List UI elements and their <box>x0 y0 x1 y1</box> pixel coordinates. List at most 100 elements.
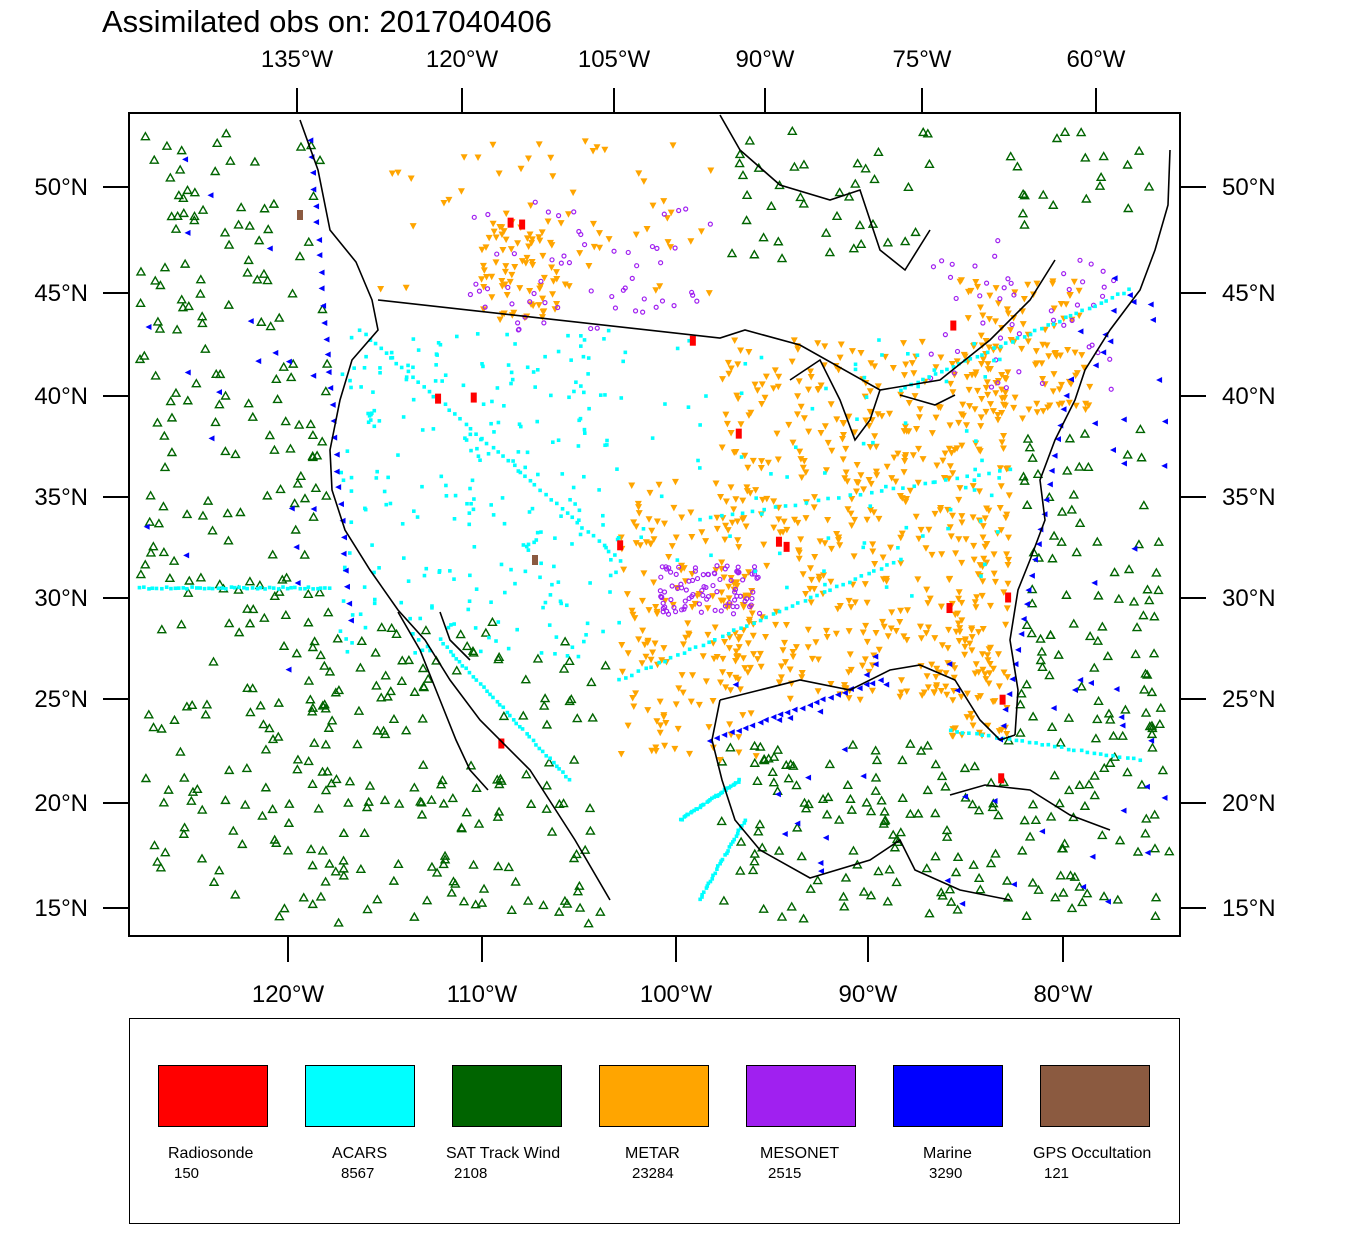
metar-marker <box>771 367 779 374</box>
metar-marker <box>966 403 974 410</box>
metar-marker <box>687 698 695 706</box>
metar-marker <box>963 690 971 698</box>
acars-marker <box>555 501 559 506</box>
acars-marker <box>1122 291 1126 296</box>
sat-track-wind-marker <box>295 470 307 480</box>
metar-marker <box>888 609 896 616</box>
sat-track-wind-marker <box>1109 567 1120 577</box>
metar-marker <box>807 599 815 606</box>
metar-marker <box>649 202 657 210</box>
sat-track-wind-marker <box>1046 721 1058 731</box>
mesonet-marker <box>1101 284 1107 290</box>
sat-track-wind-marker <box>210 416 221 427</box>
metar-marker <box>544 218 552 226</box>
sat-track-wind-marker <box>426 861 438 871</box>
metar-marker <box>820 572 828 579</box>
metar-marker <box>713 514 721 522</box>
metar-marker <box>976 448 984 455</box>
acars-marker <box>711 873 715 878</box>
sat-track-wind-marker <box>1021 679 1032 689</box>
acars-marker <box>927 375 931 379</box>
metar-marker <box>897 534 905 542</box>
sat-track-wind-marker <box>725 742 736 752</box>
metar-marker <box>1043 342 1051 349</box>
metar-marker <box>745 618 753 626</box>
metar-marker <box>1078 352 1086 359</box>
sat-track-wind-marker <box>924 908 935 918</box>
sat-track-wind-marker <box>1102 650 1114 661</box>
mesonet-marker <box>1050 317 1057 323</box>
metar-marker <box>808 576 816 584</box>
acars-marker <box>437 570 442 574</box>
sat-track-wind-marker <box>321 490 332 500</box>
acars-marker <box>345 449 350 453</box>
sat-track-wind-marker <box>364 780 376 790</box>
acars-marker <box>762 507 767 512</box>
metar-marker <box>870 652 878 660</box>
sat-track-wind-marker <box>242 267 253 277</box>
acars-marker <box>510 377 515 382</box>
marine-marker <box>333 451 340 458</box>
metar-marker <box>745 569 753 576</box>
map-frame <box>128 112 1181 937</box>
acars-marker <box>358 612 363 617</box>
mesonet-marker <box>672 609 679 615</box>
metar-marker <box>1000 432 1008 440</box>
sat-track-wind-marker <box>518 710 529 720</box>
acars-marker <box>567 395 571 400</box>
metar-marker <box>638 597 646 605</box>
sat-track-wind-marker <box>320 739 332 749</box>
metar-marker <box>724 359 732 367</box>
metar-marker <box>933 665 941 673</box>
acars-marker <box>597 488 601 492</box>
metar-marker <box>624 722 632 730</box>
acars-marker <box>692 808 696 813</box>
metar-marker <box>984 366 992 373</box>
sat-track-wind-marker <box>285 443 296 453</box>
mesonet-marker <box>947 274 954 280</box>
mesonet-marker <box>571 209 577 215</box>
acars-marker <box>585 621 590 626</box>
sat-track-wind-marker <box>1077 896 1088 907</box>
metar-marker <box>908 360 916 367</box>
sat-track-wind-marker <box>1112 894 1124 904</box>
mesonet-marker <box>1061 322 1067 328</box>
metar-marker <box>725 645 733 652</box>
metar-marker <box>872 443 880 451</box>
acars-marker <box>901 486 905 490</box>
acars-marker <box>582 338 587 342</box>
metar-marker <box>709 698 717 705</box>
acars-marker <box>531 738 536 743</box>
acars-marker <box>879 489 884 493</box>
acars-marker <box>565 654 570 658</box>
gps-occultation-marker <box>735 428 742 439</box>
metar-marker <box>629 695 637 702</box>
mesonet-marker <box>689 289 695 296</box>
page-title: Assimilated obs on: 2017040406 <box>102 4 552 39</box>
metar-marker <box>795 378 803 385</box>
marine-marker <box>1118 714 1125 721</box>
marine-marker <box>207 192 214 199</box>
metar-marker <box>537 283 545 290</box>
acars-marker <box>862 541 867 545</box>
acars-marker <box>624 676 628 680</box>
acars-marker <box>1040 743 1045 747</box>
acars-marker <box>738 826 743 831</box>
acars-marker <box>744 624 749 628</box>
metar-marker <box>994 416 1002 424</box>
metar-marker <box>828 545 836 553</box>
acars-marker <box>680 817 685 822</box>
acars-marker <box>207 586 211 591</box>
metar-marker <box>857 472 865 479</box>
sat-track-wind-marker <box>922 740 933 750</box>
acars-marker <box>1015 336 1020 340</box>
metar-marker <box>924 600 932 607</box>
metar-marker <box>967 710 975 718</box>
sat-track-wind-marker <box>1012 161 1023 171</box>
acars-marker <box>525 450 530 455</box>
acars-marker <box>582 427 587 432</box>
acars-marker <box>985 350 990 355</box>
metar-marker <box>978 395 986 403</box>
metar-marker <box>1049 388 1057 395</box>
legend-swatch-radiosonde <box>158 1065 268 1127</box>
